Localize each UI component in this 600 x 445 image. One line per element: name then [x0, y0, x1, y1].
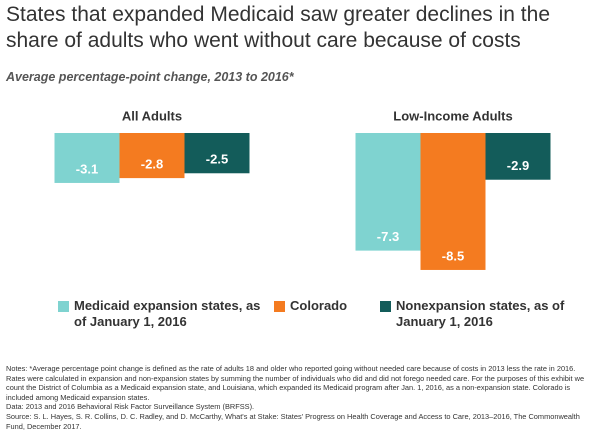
category-label: Low-Income Adults	[393, 108, 512, 123]
bar	[184, 133, 250, 174]
value-label: -2.9	[507, 158, 529, 173]
value-label: -2.5	[206, 152, 228, 167]
value-label: -7.3	[377, 229, 399, 244]
legend-swatch	[58, 301, 69, 312]
legend-item: Nonexpansion states, as of January 1, 20…	[380, 298, 580, 330]
bar	[54, 133, 120, 183]
value-label: -3.1	[76, 161, 98, 176]
notes: Notes: *Average percentage point change …	[6, 364, 585, 402]
chart-title: States that expanded Medicaid saw greate…	[6, 3, 551, 52]
bar	[355, 133, 421, 251]
legend-swatch	[380, 301, 391, 312]
category-label: All Adults	[122, 108, 182, 123]
data-note: Data: 2013 and 2016 Behavioral Risk Fact…	[6, 402, 255, 412]
chart-subtitle: Average percentage-point change, 2013 to…	[6, 70, 294, 84]
bar	[420, 133, 486, 270]
bar	[485, 133, 551, 180]
footer: Notes: *Average percentage point change …	[6, 364, 594, 431]
source: Source: S. L. Hayes, S. R. Collins, D. C…	[6, 411, 580, 431]
legend-item: Medicaid expansion states, as of January…	[58, 298, 263, 330]
value-label: -8.5	[442, 248, 464, 263]
value-label: -2.8	[141, 157, 163, 172]
legend-swatch	[274, 301, 285, 312]
legend-label: Nonexpansion states, as of January 1, 20…	[396, 298, 565, 329]
bar	[119, 133, 185, 179]
legend-item: Colorado	[274, 298, 364, 314]
legend-label: Colorado	[290, 298, 348, 313]
legend-label: Medicaid expansion states, as of January…	[74, 298, 261, 329]
